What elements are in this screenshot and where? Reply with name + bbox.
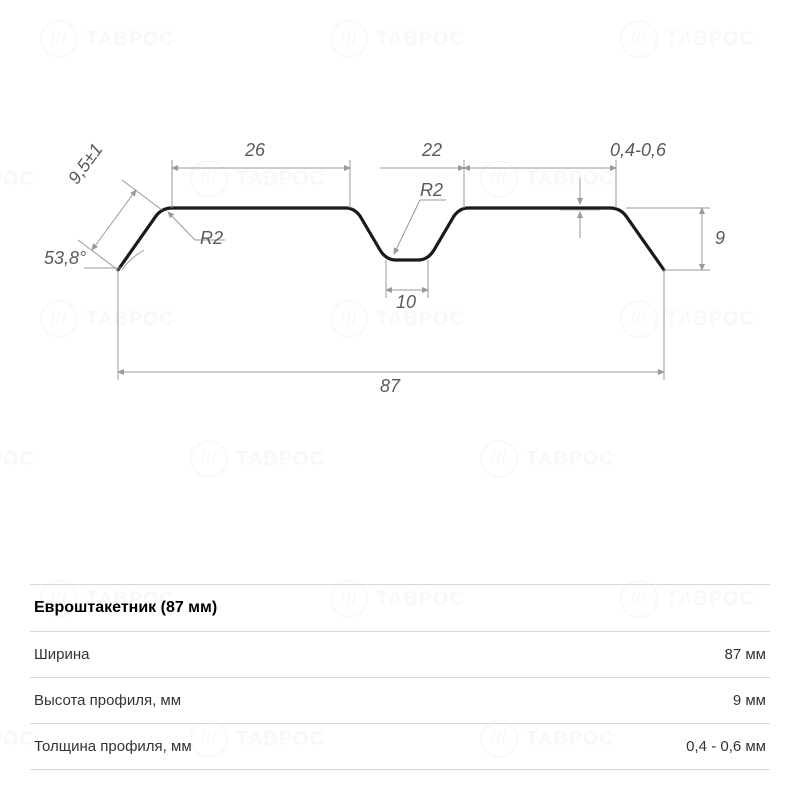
dim-top-right: 22 [422,140,442,161]
dim-r2-inner: R2 [420,180,443,201]
spec-label: Ширина [34,646,89,663]
spec-value: 87 мм [725,646,766,663]
profile-drawing: 26 22 0,4-0,6 9,5±1 53,8° R2 R2 10 9 87 [50,130,750,430]
dim-thickness: 0,4-0,6 [610,140,666,161]
dim-r2-outer: R2 [200,228,223,249]
table-row: Высота профиля, мм 9 мм [30,677,770,723]
spec-value: 0,4 - 0,6 мм [686,738,766,755]
table-row: Ширина 87 мм [30,631,770,677]
dim-valley: 10 [396,292,416,313]
spec-label: Высота профиля, мм [34,692,181,709]
dim-height: 9 [715,228,725,249]
spec-title: Евроштакетник (87 мм) [30,584,770,631]
dim-total: 87 [380,376,400,397]
spec-label: Толщина профиля, мм [34,738,192,755]
spec-table: Евроштакетник (87 мм) Ширина 87 мм Высот… [30,584,770,770]
dim-top-left: 26 [245,140,265,161]
table-row: Толщина профиля, мм 0,4 - 0,6 мм [30,723,770,770]
dim-angle: 53,8° [44,248,86,269]
spec-value: 9 мм [733,692,766,709]
